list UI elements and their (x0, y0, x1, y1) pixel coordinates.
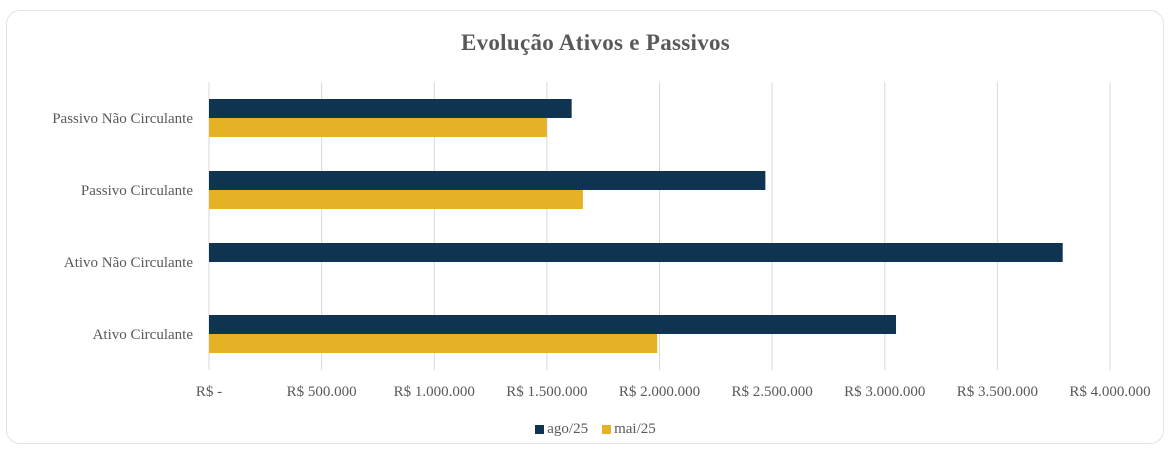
category-label: Ativo Não Circulante (64, 255, 193, 271)
bars (209, 99, 1063, 353)
bar-ago25-1 (209, 171, 766, 190)
legend-swatch-mai25 (602, 425, 612, 434)
category-labels: Passivo Não Circulante Passivo Circulante… (52, 111, 193, 343)
x-tick-label: R$ - (196, 384, 222, 400)
x-tick-label: R$ 3.500.000 (957, 384, 1038, 400)
x-tick-label: R$ 2.000.000 (619, 384, 700, 400)
bar-ago25-0 (209, 99, 572, 118)
bar-ago25-3 (209, 315, 897, 334)
bar-ago25-2 (209, 243, 1063, 262)
legend: ago/25 mai/25 (0, 421, 1171, 438)
legend-item-ago25: ago/25 (535, 421, 588, 438)
category-label: Ativo Circulante (93, 327, 194, 343)
legend-swatch-ago25 (535, 425, 545, 434)
x-tick-label: R$ 1.500.000 (506, 384, 587, 400)
chart-title: Evolução Ativos e Passivos (460, 30, 731, 55)
chart-frame (6, 10, 1164, 444)
bar-mai25-0 (209, 118, 547, 137)
x-tick-label: R$ 500.000 (287, 384, 357, 400)
x-tick-label: R$ 3.000.000 (844, 384, 925, 400)
x-tick-label: R$ 2.500.000 (731, 384, 812, 400)
legend-label-ago25: ago/25 (547, 421, 589, 437)
x-tick-label: R$ 1.000.000 (394, 384, 475, 400)
category-label: Passivo Não Circulante (52, 111, 193, 127)
legend-item-mai25: mai/25 (602, 421, 656, 438)
bar-mai25-3 (209, 334, 658, 353)
x-tick-labels: R$ - R$ 500.000 R$ 1.000.000 R$ 1.500.000 R$… (196, 384, 1151, 400)
legend-label-mai25: mai/25 (614, 421, 656, 437)
bar-mai25-1 (209, 190, 583, 209)
x-tick-label: R$ 4.000.000 (1069, 384, 1150, 400)
category-label: Passivo Circulante (81, 183, 193, 199)
